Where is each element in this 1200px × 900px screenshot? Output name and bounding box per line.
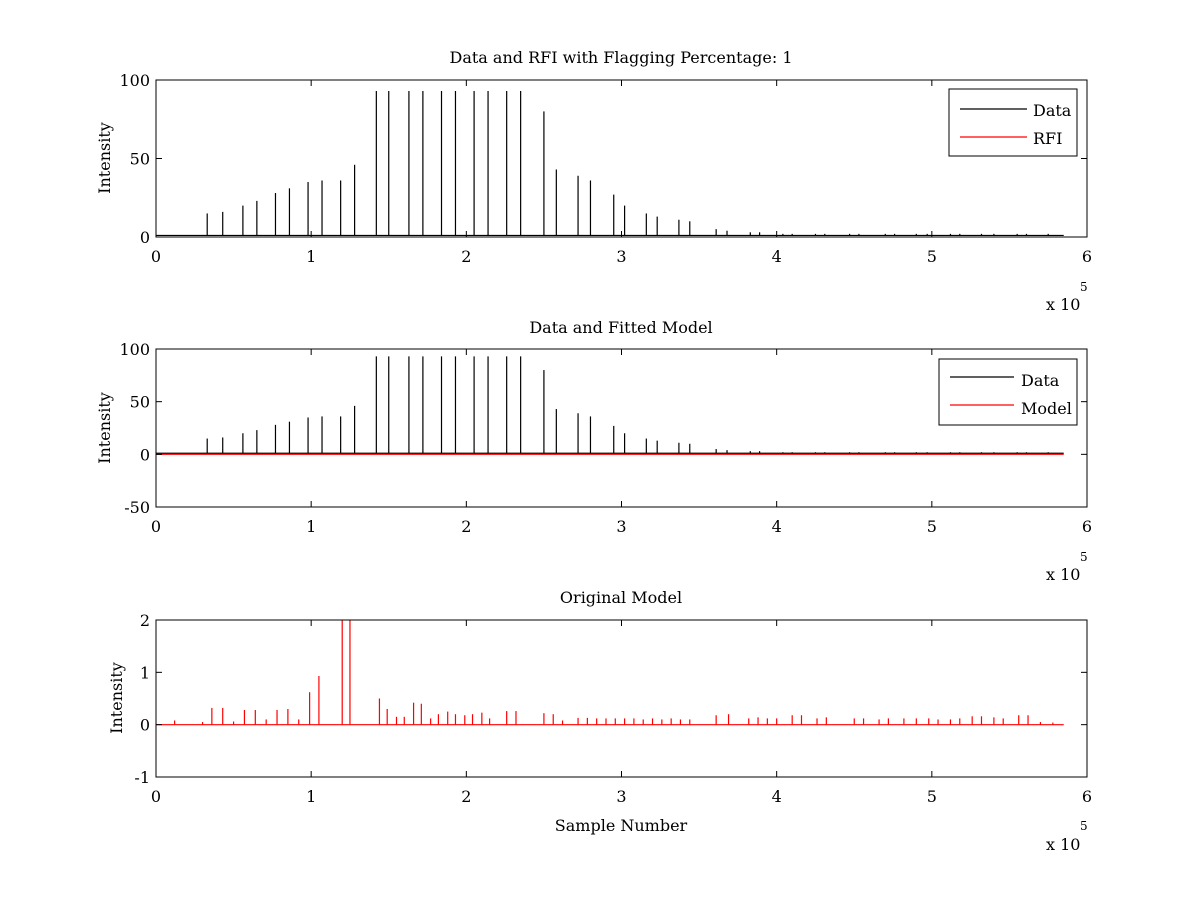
ytick-label-1-0: -50 [124,498,150,517]
xtick-label-0-2: 2 [461,247,471,266]
legend-2-label-data: Data [1021,371,1060,390]
subplot-3-xlabel: Sample Number [555,816,688,835]
xtick-label-2-1: 1 [306,787,316,806]
xtick-label-1-2: 2 [461,517,471,536]
legend-1-label-rfi: RFI [1033,129,1062,148]
subplot-1-title: Data and RFI with Flagging Percentage: 1 [449,48,792,67]
subplot-1-legend-box [948,88,1078,157]
xtick-label-0-0: 0 [151,247,161,266]
subplot-3-x-exponent-power: 5 [1080,819,1088,833]
xtick-label-0-4: 4 [772,247,782,266]
subplot-1-x-exponent-power: 5 [1080,280,1088,294]
ytick-label-2-2: 1 [140,663,150,682]
ytick-label-2-0: -1 [134,768,150,787]
subplot-2-ylabel: Intensity [95,392,114,464]
subplot-1-ticks: 0 1 2 3 4 5 6 0 50 100 [119,71,1092,266]
subplot-3-ylabel: Intensity [107,662,126,734]
ytick-label-2-1: 0 [140,716,150,735]
xtick-label-1-5: 5 [927,517,937,536]
subplot-1-marks [156,90,1064,237]
subplot-2-marks [156,356,1064,455]
xtick-label-0-1: 1 [306,247,316,266]
subplot-1-ylabel: Intensity [95,122,114,194]
xtick-label-2-2: 2 [461,787,471,806]
xtick-label-2-5: 5 [927,787,937,806]
subplot-2-x-exponent: x 10 [1046,565,1080,584]
subplot-3-marks [156,620,1064,726]
xtick-label-2-4: 4 [772,787,782,806]
ytick-label-1-3: 100 [119,340,150,359]
ytick-label-0-2: 100 [119,71,150,90]
ytick-label-0-1: 50 [130,150,150,169]
legend-2-label-model: Model [1021,399,1072,418]
subplot-3-title: Original Model [560,588,682,607]
subplot-3-x-exponent: x 10 [1046,835,1080,854]
xtick-label-2-6: 6 [1082,787,1092,806]
xtick-label-2-0: 0 [151,787,161,806]
xtick-label-2-3: 3 [616,787,626,806]
xtick-label-0-3: 3 [616,247,626,266]
xtick-label-1-0: 0 [151,517,161,536]
subplot-2-title: Data and Fitted Model [529,318,712,337]
legend-1-label-data: Data [1033,101,1072,120]
xtick-label-1-3: 3 [616,517,626,536]
xtick-label-1-1: 1 [306,517,316,536]
ytick-label-2-3: 2 [140,611,150,630]
subplot-1-x-exponent: x 10 [1046,295,1080,314]
subplot-data-and-rfi: Data and RFI with Flagging Percentage: 1… [95,48,1092,314]
subplot-2-x-exponent-power: 5 [1080,550,1088,564]
subplot-data-and-fitted-model: Data and Fitted Model Intensity 0 1 2 3 4 5 6 -… [95,318,1092,584]
subplot-2-legend-box [938,358,1078,426]
xtick-label-0-5: 5 [927,247,937,266]
xtick-label-1-6: 6 [1082,517,1092,536]
ytick-label-1-2: 50 [130,393,150,412]
subplot-2-legend: Data Model [938,358,1078,426]
ytick-label-1-1: 0 [140,445,150,464]
xtick-label-0-6: 6 [1082,247,1092,266]
ytick-label-0-0: 0 [140,228,150,247]
subplot-1-legend: Data RFI [948,88,1078,157]
xtick-label-1-4: 4 [772,517,782,536]
